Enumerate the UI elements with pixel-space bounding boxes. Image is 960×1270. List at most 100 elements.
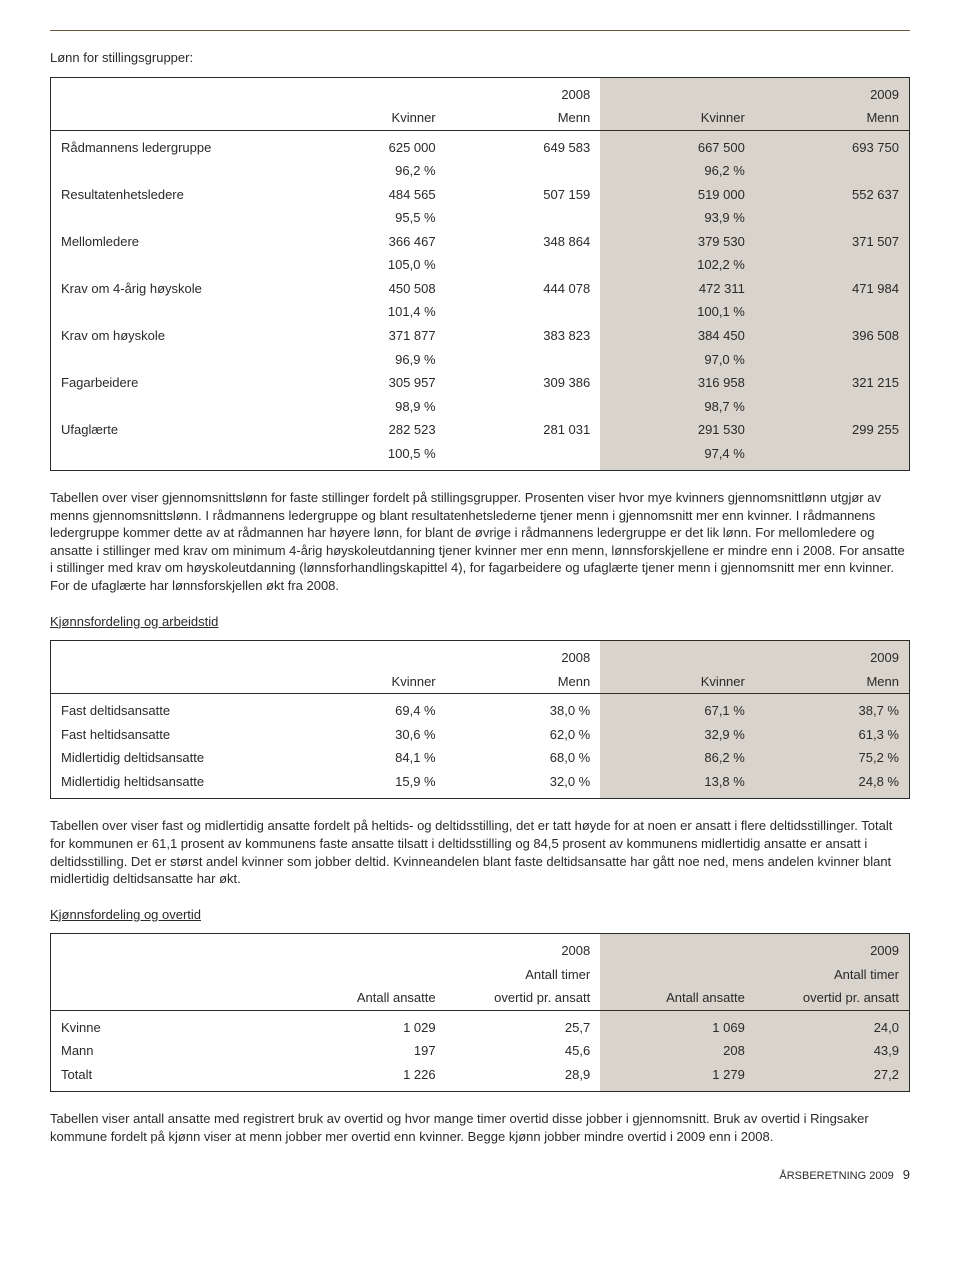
footer-year: 2009 [869,1170,893,1182]
cell: 208 [600,1039,755,1063]
year-2008: 2008 [446,934,601,963]
cell: 75,2 % [755,746,910,770]
cell: 86,2 % [600,746,755,770]
col-kvinner: Kvinner [600,670,755,694]
cell-percent: 96,9 % [291,348,446,372]
cell: 552 637 [755,183,910,207]
cell: 299 255 [755,418,910,442]
cell: 27,2 [755,1063,910,1092]
col-header: overtid pr. ansatt [755,986,910,1010]
section2-title: Kjønnsfordeling og arbeidstid [50,613,910,631]
row-label: Midlertidig deltidsansatte [51,746,292,770]
cell-percent: 100,1 % [600,300,755,324]
table-row: 96,2 %96,2 % [51,159,910,183]
row-label: Totalt [51,1063,292,1092]
cell: 15,9 % [291,770,446,799]
paragraph-2: Tabellen over viser fast og midlertidig … [50,817,910,887]
cell: 396 508 [755,324,910,348]
row-label: Fast heltidsansatte [51,723,292,747]
cell-percent: 96,2 % [600,159,755,183]
table-row: 2008 2009 [51,77,910,106]
table-row: Krav om 4-årig høyskole450 508444 078472… [51,277,910,301]
footer-label: ÅRSBERETNING [779,1170,866,1182]
col-kvinner: Kvinner [600,106,755,130]
table-row: Krav om høyskole371 877383 823384 450396… [51,324,910,348]
table-overtime: 2008 2009 Antall timer Antall timer Anta… [50,933,910,1092]
row-label: Mann [51,1039,292,1063]
cell: 316 958 [600,371,755,395]
cell: 30,6 % [291,723,446,747]
cell-percent [446,442,601,471]
cell-percent [755,442,910,471]
year-2008: 2008 [446,641,601,670]
cell: 67,1 % [600,694,755,723]
table-row: Kvinner Menn Kvinner Menn [51,670,910,694]
cell-percent [446,300,601,324]
section3-title: Kjønnsfordeling og overtid [50,906,910,924]
col-menn: Menn [446,106,601,130]
row-label: Fagarbeidere [51,371,292,395]
table-salary: 2008 2009 Kvinner Menn Kvinner Menn Rådm… [50,77,910,472]
table-row: Fast heltidsansatte30,6 %62,0 %32,9 %61,… [51,723,910,747]
table-row: 95,5 % 93,9 % [51,206,910,230]
cell: 484 565 [291,183,446,207]
table-row: Rådmannens ledergruppe625 000649 583667 … [51,130,910,159]
cell: 450 508 [291,277,446,301]
cell: 62,0 % [446,723,601,747]
cell: 25,7 [446,1010,601,1039]
table-row: Mann19745,620843,9 [51,1039,910,1063]
cell: 13,8 % [600,770,755,799]
cell: 38,0 % [446,694,601,723]
cell-percent: 93,9 % [600,206,755,230]
table-row: 2008 2009 [51,934,910,963]
cell-percent: 102,2 % [600,253,755,277]
cell: 379 530 [600,230,755,254]
cell: 309 386 [446,371,601,395]
cell: 366 467 [291,230,446,254]
year-2009: 2009 [755,77,910,106]
cell: 1 226 [291,1063,446,1092]
cell-percent [446,159,601,183]
cell-percent: 101,4 % [291,300,446,324]
cell: 24,0 [755,1010,910,1039]
cell-percent: 105,0 % [291,253,446,277]
cell-percent: 97,4 % [600,442,755,471]
cell-percent [755,253,910,277]
cell-percent [755,348,910,372]
col-menn: Menn [755,106,910,130]
cell: 693 750 [755,130,910,159]
cell: 282 523 [291,418,446,442]
cell: 38,7 % [755,694,910,723]
table-row: Antall timer Antall timer [51,963,910,987]
table-row: Midlertidig heltidsansatte15,9 %32,0 %13… [51,770,910,799]
cell-percent: 95,5 % [291,206,446,230]
table-row: Midlertidig deltidsansatte84,1 %68,0 %86… [51,746,910,770]
cell: 69,4 % [291,694,446,723]
cell: 24,8 % [755,770,910,799]
cell-percent [446,348,601,372]
table-row: 2008 2009 [51,641,910,670]
col-kvinner: Kvinner [291,670,446,694]
table-row: 101,4 % 100,1 % [51,300,910,324]
table-row: Fagarbeidere305 957309 386316 958321 215 [51,371,910,395]
cell: 281 031 [446,418,601,442]
table-row: 100,5 % 97,4 % [51,442,910,471]
table-row: Mellomledere366 467348 864379 530371 507 [51,230,910,254]
cell: 348 864 [446,230,601,254]
cell-percent: 100,5 % [291,442,446,471]
cell: 1 029 [291,1010,446,1039]
cell-percent [446,206,601,230]
cell: 1 279 [600,1063,755,1092]
cell: 383 823 [446,324,601,348]
year-2009: 2009 [755,641,910,670]
row-label: Midlertidig heltidsansatte [51,770,292,799]
year-2008: 2008 [446,77,601,106]
col-menn: Menn [755,670,910,694]
table-row: Totalt1 22628,91 27927,2 [51,1063,910,1092]
cell: 61,3 % [755,723,910,747]
cell: 472 311 [600,277,755,301]
year-2009: 2009 [755,934,910,963]
cell: 371 507 [755,230,910,254]
table-row: 96,9 %97,0 % [51,348,910,372]
row-label: Ufaglærte [51,418,292,442]
